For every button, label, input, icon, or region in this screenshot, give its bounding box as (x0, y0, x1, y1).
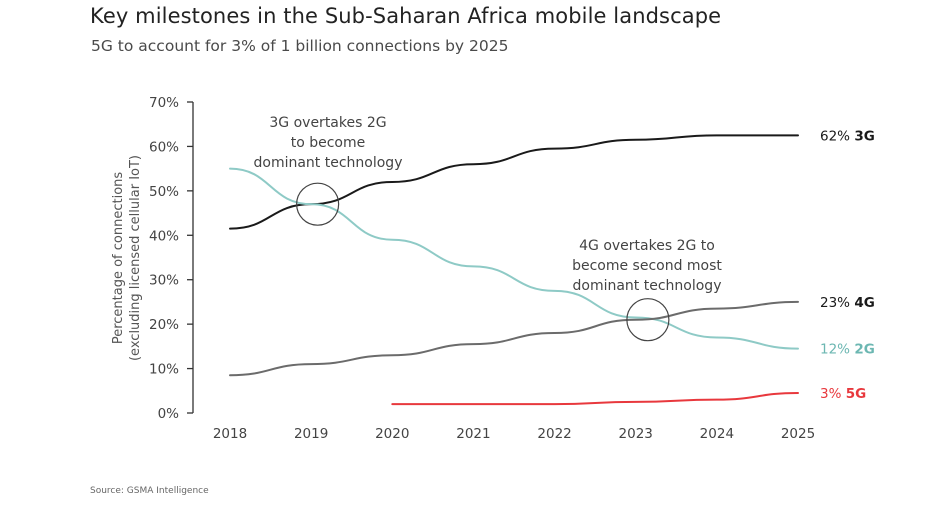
series-end-label-2g: 12% 2G (820, 342, 875, 358)
end-label-value: 3% (820, 386, 846, 402)
annotation-text: to become (291, 135, 366, 151)
chart-subtitle: 5G to account for 3% of 1 billion connec… (91, 37, 509, 55)
end-label-name: 4G (854, 295, 874, 311)
x-tick-label: 2023 (619, 426, 653, 442)
y-axis-label-line: Percentage of connections (111, 172, 126, 345)
end-label-name: 3G (854, 128, 874, 144)
y-axis-label-line: (excluding licensed cellular IoT) (128, 155, 143, 361)
series-end-label-5g: 3% 5G (820, 386, 866, 402)
annotation-text: dominant technology (254, 155, 403, 171)
end-label-name: 5G (846, 386, 866, 402)
chart-end-labels: 62% 3G 12% 2G 23% 4G 3% 5G (820, 128, 875, 402)
end-label-value: 23% (820, 295, 854, 311)
x-tick-label: 2020 (375, 426, 409, 442)
series-end-label-3g: 62% 3G (820, 128, 875, 144)
y-tick-label: 70% (149, 95, 179, 111)
y-tick-label: 20% (149, 317, 179, 333)
y-tick-label: 10% (149, 362, 179, 378)
chart-axes: 0% 10% 20% 30% 40% 50% 60% 70% 2018 2019 2020 2021 2… (111, 95, 815, 442)
series-line-4g (229, 300, 799, 377)
annotation-circle (296, 182, 340, 226)
x-tick-label: 2019 (294, 426, 328, 442)
y-tick-label: 0% (158, 406, 180, 422)
end-label-value: 62% (820, 128, 854, 144)
x-tick-label: 2025 (781, 426, 815, 442)
x-tick-label: 2021 (456, 426, 490, 442)
annotation-circle (626, 298, 670, 342)
series-line-5g (391, 392, 799, 406)
annotation-text: 4G overtakes 2G to (579, 238, 715, 254)
annotation-text: 3G overtakes 2G (269, 115, 386, 131)
chart-title: Key milestones in the Sub-Saharan Africa… (90, 4, 722, 28)
series-line-2g (229, 167, 799, 350)
end-label-value: 12% (820, 342, 854, 358)
chart-annotations: 3G overtakes 2G to become dominant technol… (254, 115, 722, 342)
x-tick-label: 2024 (700, 426, 734, 442)
y-tick-label: 40% (149, 228, 179, 244)
annotation-text: become second most (572, 258, 722, 274)
x-tick-label: 2018 (213, 426, 247, 442)
series-end-label-4g: 23% 4G (820, 295, 875, 311)
y-tick-label: 30% (149, 273, 179, 289)
source-note: Source: GSMA Intelligence (90, 486, 209, 496)
end-label-name: 2G (854, 342, 874, 358)
chart-series (229, 134, 799, 406)
y-tick-label: 50% (149, 184, 179, 200)
annotation-text: dominant technology (573, 278, 722, 294)
y-axis-label: Percentage of connections (excluding lice… (111, 155, 143, 361)
x-tick-label: 2022 (537, 426, 571, 442)
y-tick-label: 60% (149, 139, 179, 155)
